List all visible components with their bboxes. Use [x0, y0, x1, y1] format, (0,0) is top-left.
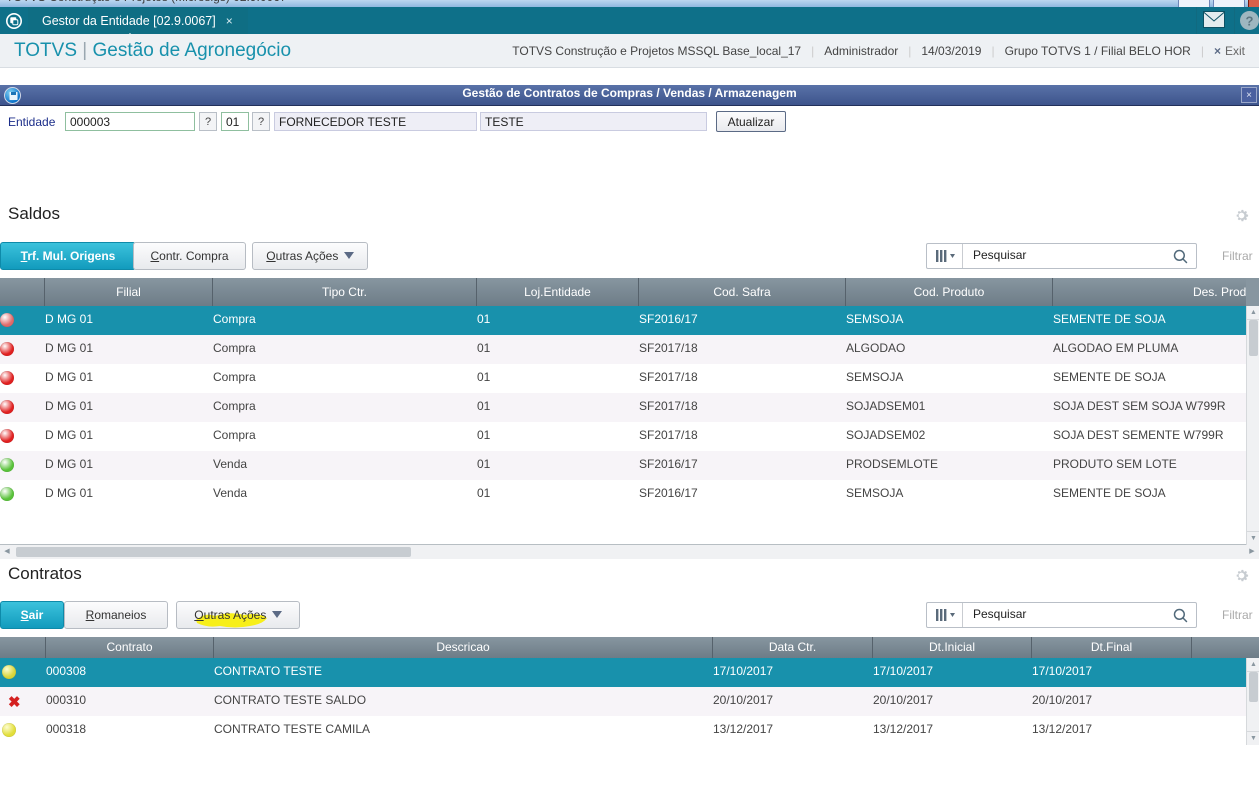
- svg-text:?: ?: [1246, 14, 1254, 29]
